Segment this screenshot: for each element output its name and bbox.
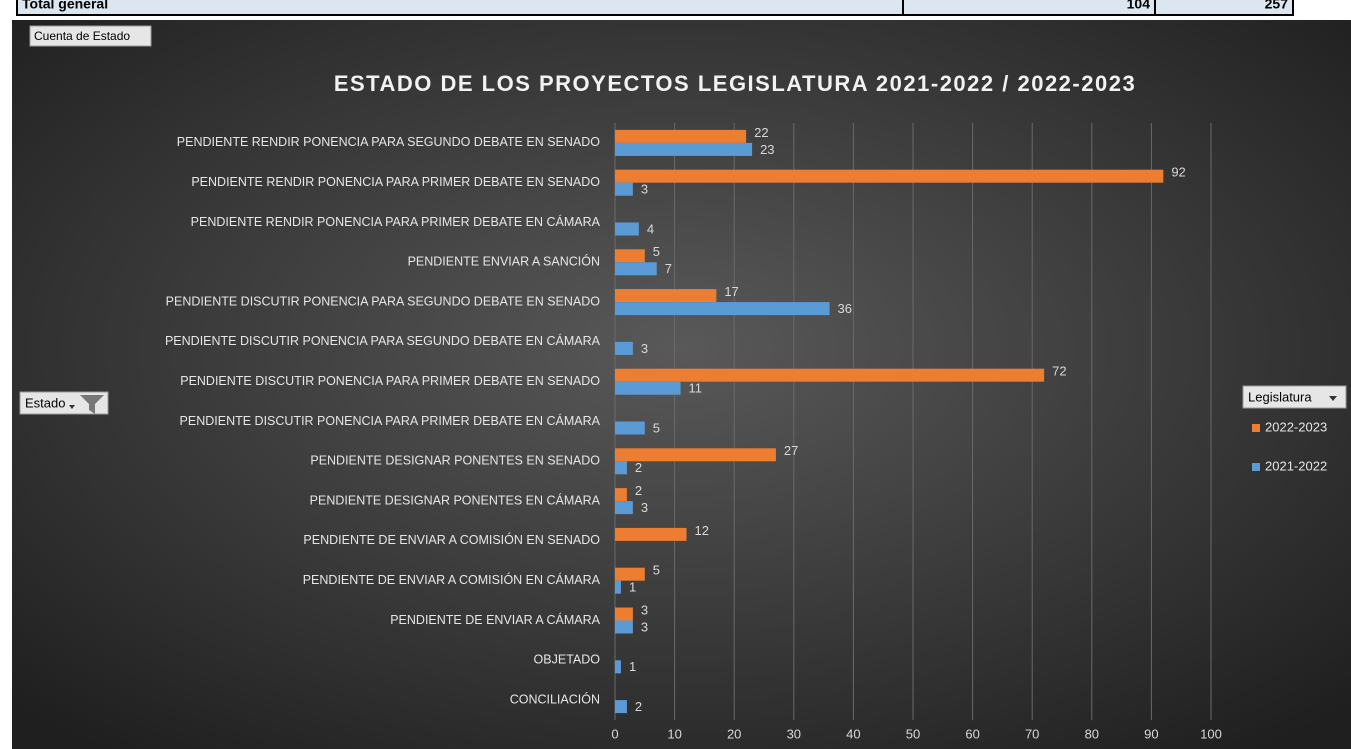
bar [615, 501, 633, 515]
bar [615, 381, 681, 395]
data-label: 3 [641, 619, 648, 634]
data-label: 22 [754, 125, 768, 140]
data-label: 72 [1052, 364, 1066, 379]
bar [615, 169, 1164, 183]
x-tick-label: 100 [1200, 726, 1222, 741]
bar [615, 527, 687, 541]
bar [615, 222, 639, 236]
data-label: 11 [689, 381, 703, 396]
button[interactable] [29, 25, 152, 47]
x-tick-label: 90 [1144, 726, 1158, 741]
data-label: 5 [653, 420, 660, 435]
x-tick-label: 30 [787, 726, 801, 741]
bar [615, 700, 627, 714]
x-tick-label: 10 [667, 726, 681, 741]
data-label: 12 [695, 523, 709, 538]
bar [615, 182, 633, 196]
y-tick-label: PENDIENTE RENDIR PONENCIA PARA PRIMER DE… [191, 175, 600, 189]
bar [615, 488, 627, 502]
cell [16, 0, 904, 16]
y-tick-label: PENDIENTE DESIGNAR PONENTES EN CÁMARA [310, 492, 601, 507]
cell [1154, 0, 1294, 16]
y-tick-label: PENDIENTE DISCUTIR PONENCIA PARA PRIMER … [180, 413, 601, 428]
total-row: Total general 104 257 [16, 0, 1294, 16]
bar [615, 129, 747, 143]
data-label: 3 [641, 341, 648, 356]
data-label: 27 [784, 443, 798, 458]
button-label[interactable]: Cuenta de Estado [34, 29, 130, 43]
bar [615, 341, 633, 355]
chart-title: ESTADO DE LOS PROYECTOS LEGISLATURA 2021… [334, 71, 1136, 96]
y-tick-label: OBJETADO [534, 653, 601, 667]
total-label: Total general [22, 0, 108, 12]
y-tick-label: PENDIENTE DESIGNAR PONENTES EN SENADO [310, 454, 600, 468]
bar [615, 249, 645, 263]
data-label: 36 [838, 301, 852, 316]
data-label: 1 [629, 659, 636, 674]
button-label[interactable]: Estado [25, 395, 65, 410]
y-tick-label: PENDIENTE RENDIR PONENCIA PARA PRIMER DE… [191, 214, 601, 229]
data-label: 4 [647, 221, 654, 236]
bar [615, 421, 645, 435]
y-tick-label: PENDIENTE DISCUTIR PONENCIA PARA PRIMER … [180, 374, 600, 388]
button[interactable] [1242, 385, 1347, 409]
button-label[interactable]: Legislatura [1248, 389, 1312, 404]
legend-swatch [1252, 463, 1260, 471]
legend-label: 2021-2022 [1265, 458, 1327, 473]
x-tick-label: 20 [727, 726, 741, 741]
total-value: 257 [1265, 0, 1289, 12]
data-label: 3 [641, 602, 648, 617]
bar [615, 567, 645, 581]
y-tick-label: PENDIENTE RENDIR PONENCIA PARA SEGUNDO D… [177, 135, 601, 149]
data-label: 3 [641, 182, 648, 197]
cell [902, 0, 1156, 16]
legend-field-button[interactable]: Legislatura [1242, 385, 1347, 409]
data-label: 3 [641, 500, 648, 515]
filter-icon [80, 395, 104, 414]
bar [615, 660, 621, 674]
bar [615, 302, 830, 316]
data-label: 7 [665, 261, 672, 276]
bar [615, 448, 776, 462]
dropdown-arrow [1329, 396, 1337, 401]
data-label: 23 [760, 142, 774, 157]
data-label: 5 [653, 244, 660, 259]
bar [615, 580, 621, 594]
bar [615, 289, 717, 303]
total-value: 104 [1127, 0, 1151, 12]
data-label: 2 [635, 460, 642, 475]
y-tick-label: PENDIENTE DE ENVIAR A CÁMARA [390, 612, 600, 627]
x-tick-label: 70 [1025, 726, 1039, 741]
legend-label: 2022-2023 [1265, 419, 1327, 434]
y-tick-label: PENDIENTE DISCUTIR PONENCIA PARA SEGUNDO… [166, 294, 601, 308]
data-label: 92 [1171, 165, 1185, 180]
y-tick-label: PENDIENTE ENVIAR A SANCIÓN [408, 254, 600, 269]
x-tick-label: 60 [965, 726, 979, 741]
data-label: 2 [635, 483, 642, 498]
data-label: 1 [629, 580, 636, 595]
y-tick-label: PENDIENTE DE ENVIAR A COMISIÓN EN SENADO [303, 532, 600, 547]
bar [615, 368, 1045, 382]
bar [615, 262, 657, 276]
x-tick-label: 80 [1085, 726, 1099, 741]
bar [615, 607, 633, 621]
y-tick-label: PENDIENTE DE ENVIAR A COMISIÓN EN CÁMARA [303, 572, 601, 587]
x-tick-label: 40 [846, 726, 860, 741]
x-tick-label: 50 [906, 726, 920, 741]
data-label: 17 [724, 284, 738, 299]
data-label: 5 [653, 563, 660, 578]
bar [615, 142, 753, 156]
y-tick-label: PENDIENTE DISCUTIR PONENCIA PARA SEGUNDO… [165, 333, 601, 348]
row-field-button[interactable]: Estado [19, 391, 109, 415]
legend-swatch [1252, 424, 1260, 432]
value-field-button[interactable]: Cuenta de Estado [29, 25, 152, 47]
x-tick-label: 0 [611, 726, 618, 741]
dropdown-arrow [69, 405, 75, 409]
y-tick-label: CONCILIACIÓN [510, 691, 600, 706]
data-label: 2 [635, 699, 642, 714]
bar [615, 461, 627, 475]
bar [615, 620, 633, 634]
